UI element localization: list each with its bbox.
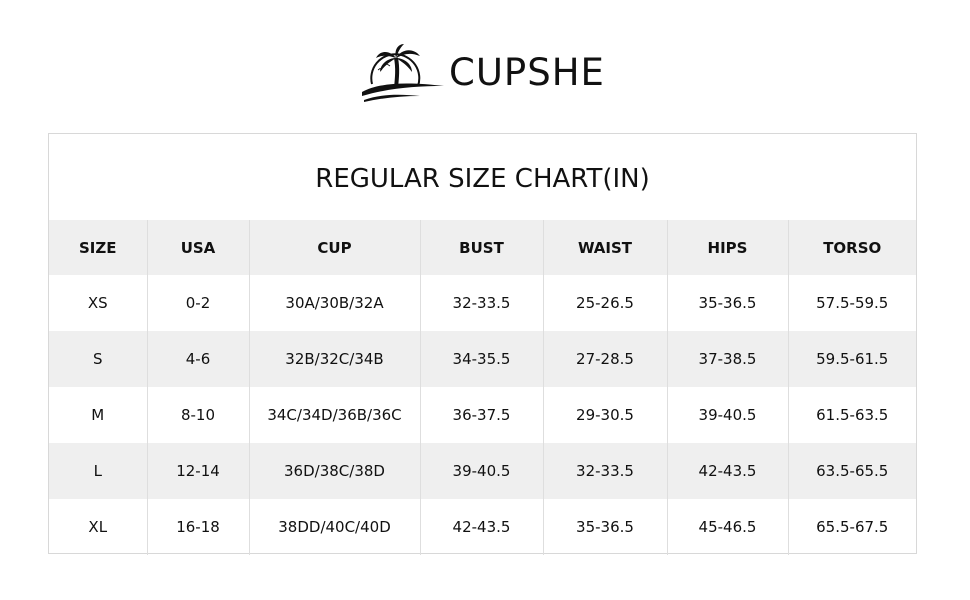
table-cell: 59.5-61.5 [787,331,916,387]
table-cell: 39-40.5 [666,387,788,443]
table-row: XS 0-2 30A/30B/32A 32-33.5 25-26.5 35-36.5 57.… [49,275,916,331]
size-chart: REGULAR SIZE CHART(IN) SIZE USA CUP BUST WAI… [48,133,917,555]
table-cell: 37-38.5 [666,331,788,387]
column-header: HIPS [666,220,788,275]
table-cell: 0-2 [146,275,249,331]
table-cell: 65.5-67.5 [787,499,916,555]
table-cell: 63.5-65.5 [787,443,916,499]
brand-name: CUPSHE [449,50,605,94]
column-header: CUP [248,220,420,275]
table-cell: XL [88,518,108,536]
table-cell: 42-43.5 [666,443,788,499]
table-cell: M [91,406,105,424]
table-cell: 42-43.5 [419,499,543,555]
table-cell: L [49,443,147,499]
table-cell: 57.5-59.5 [787,275,916,331]
table-cell: 61.5-63.5 [787,387,916,443]
table-cell: 27-28.5 [542,331,667,387]
column-header: WAIST [542,220,667,275]
column-header: BUST [419,220,543,275]
table-cell: 12-14 [146,443,249,499]
table-cell: 4-6 [146,331,249,387]
table-cell: 38DD/40C/40D [248,499,420,555]
table-cell: 34-35.5 [419,331,543,387]
column-header: TORSO [787,220,916,275]
table-cell: 25-26.5 [542,275,667,331]
table-cell: 39-40.5 [419,443,543,499]
table-cell: 34C/34D/36B/36C [248,387,420,443]
table-row: S 4-6 32B/32C/34B 34-35.5 27-28.5 37-38.5 59.5… [49,331,916,387]
table-cell: 30A/30B/32A [248,275,420,331]
table-cell: 16-18 [146,499,249,555]
brand-logo: CUPSHE [360,40,605,104]
table-row: XL 16-18 38DD/40C/40D 42-43.5 35-36.5 45-46.5… [49,499,916,555]
table-cell: 36-37.5 [419,387,543,443]
table-cell: 36D/38C/38D [248,443,420,499]
table-row: L 12-14 36D/38C/38D 39-40.5 32-33.5 42-43.5 63… [49,443,916,499]
palm-tree-logo-icon [362,44,444,102]
column-header: USA [146,220,249,275]
table-cell: 45-46.5 [666,499,788,555]
chart-title: REGULAR SIZE CHART(IN) [315,164,650,194]
size-table: SIZE USA CUP BUST WAIST HIPS TORSO XS 0-2 30A/30… [49,220,916,555]
table-cell: 32-33.5 [542,443,667,499]
table-row: M 8-10 34C/34D/36B/36C 36-37.5 29-30.5 39-40.… [49,387,916,443]
table-cell: 32-33.5 [419,275,543,331]
table-cell: XS [87,294,108,312]
column-header: SIZE [49,220,147,275]
header-row: SIZE USA CUP BUST WAIST HIPS TORSO [49,220,916,275]
table-cell: 29-30.5 [542,387,667,443]
table-cell: 35-36.5 [666,275,788,331]
table-cell: 8-10 [146,387,249,443]
table-cell: S [49,331,147,387]
table-cell: 35-36.5 [542,499,667,555]
table-cell: 32B/32C/34B [248,331,420,387]
